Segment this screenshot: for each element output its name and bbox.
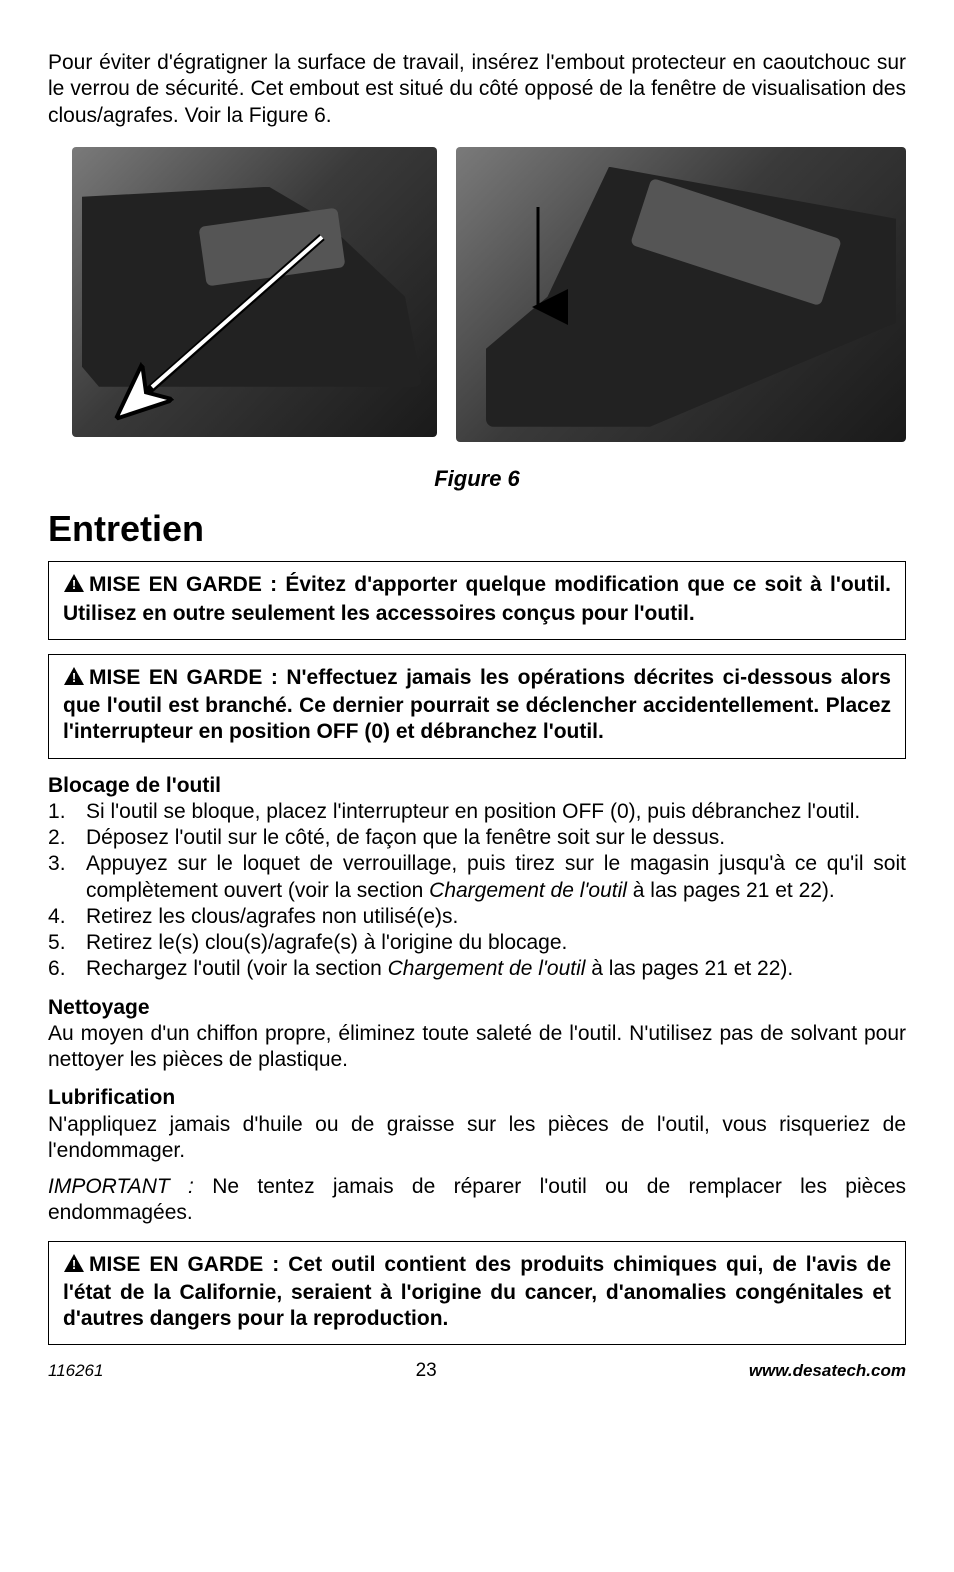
figure-photo-left <box>72 147 437 437</box>
warning-2-text: MISE EN GARDE : N'effectuez jamais les o… <box>63 666 891 744</box>
warning-icon: ! <box>63 1253 85 1280</box>
important-note: IMPORTANT : Ne tentez jamais de réparer … <box>48 1174 906 1227</box>
lubrification-title: Lubrification <box>48 1085 906 1111</box>
svg-text:!: ! <box>72 670 76 685</box>
warning-icon: ! <box>63 666 85 693</box>
step-6a: Rechargez l'outil (voir la section <box>86 957 388 980</box>
step-3-ref: Chargement de l'outil <box>429 879 627 902</box>
page-footer: 116261 23 www.desatech.com <box>48 1359 906 1383</box>
intro-paragraph: Pour éviter d'égratigner la surface de t… <box>48 50 906 129</box>
warning-3-text: MISE EN GARDE : Cet outil contient des p… <box>63 1253 891 1331</box>
section-heading-entretien: Entretien <box>48 506 906 551</box>
figure-6: Embout protecteur en caoutchouc <box>48 147 906 457</box>
tool-silhouette-left <box>82 187 422 387</box>
step-6-ref: Chargement de l'outil <box>388 957 586 980</box>
footer-docnum: 116261 <box>48 1360 103 1381</box>
step-6: Rechargez l'outil (voir la section Charg… <box>48 956 906 982</box>
step-3: Appuyez sur le loquet de verrouillage, p… <box>48 851 906 904</box>
warning-box-2: ! MISE EN GARDE : N'effectuez jamais les… <box>48 654 906 759</box>
warning-box-1: ! MISE EN GARDE : Évitez d'apporter quel… <box>48 561 906 640</box>
svg-text:!: ! <box>72 1257 76 1272</box>
warning-icon: ! <box>63 573 85 600</box>
footer-url: www.desatech.com <box>749 1360 906 1381</box>
nettoyage-body: Au moyen d'un chiffon propre, éliminez t… <box>48 1021 906 1074</box>
step-5: Retirez le(s) clou(s)/agrafe(s) à l'orig… <box>48 930 906 956</box>
step-6b: à las pages 21 et 22). <box>585 957 793 980</box>
footer-page: 23 <box>416 1359 437 1383</box>
svg-text:!: ! <box>72 577 76 592</box>
lubrification-body: N'appliquez jamais d'huile ou de graisse… <box>48 1112 906 1165</box>
step-2: Déposez l'outil sur le côté, de façon qu… <box>48 825 906 851</box>
warning-box-3: ! MISE EN GARDE : Cet outil contient des… <box>48 1241 906 1346</box>
blocage-steps: Si l'outil se bloque, placez l'interrupt… <box>48 799 906 983</box>
step-1: Si l'outil se bloque, placez l'interrupt… <box>48 799 906 825</box>
warning-1-text: MISE EN GARDE : Évitez d'apporter quelqu… <box>63 573 891 624</box>
figure-photo-right <box>456 147 906 442</box>
nettoyage-title: Nettoyage <box>48 995 906 1021</box>
step-3b: à las pages 21 et 22). <box>627 879 835 902</box>
figure-caption: Figure 6 <box>48 465 906 493</box>
blocage-title: Blocage de l'outil <box>48 773 906 799</box>
important-lead: IMPORTANT : <box>48 1175 194 1198</box>
step-4: Retirez les clous/agrafes non utilisé(e)… <box>48 904 906 930</box>
